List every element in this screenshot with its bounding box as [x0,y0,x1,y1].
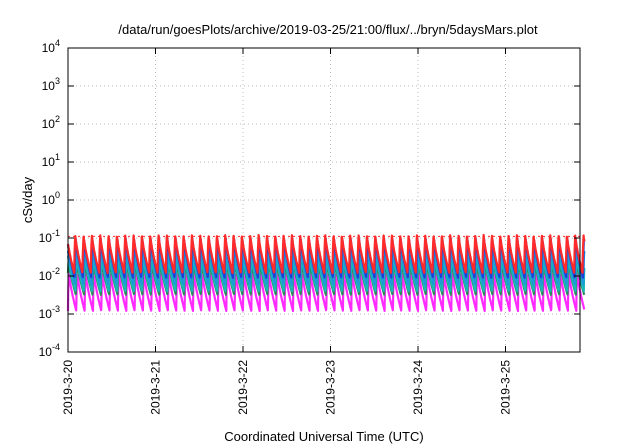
series-line [66,272,586,313]
y-tick-label: 10-1 [39,228,60,245]
y-tick-label: 104 [42,38,60,55]
x-tick-label: 2019-3-23 [324,360,338,415]
y-tick-label: 100 [42,190,60,207]
y-tick-label: 10-2 [39,266,60,283]
series-group [66,233,586,313]
x-tick-label: 2019-3-21 [149,360,163,415]
x-tick-label: 2019-3-25 [499,360,513,415]
y-tick-label: 102 [42,114,60,131]
y-axis: 10-4 10-3 10-2 10-1 100 101 102 103 104 [39,38,580,359]
y-axis-label: cSv/day [20,176,35,223]
y-tick-label: 10-4 [39,342,60,359]
x-tick-label: 2019-3-24 [411,360,425,415]
chart-title: /data/run/goesPlots/archive/2019-03-25/2… [118,22,538,37]
x-axis: 2019-3-20 2019-3-21 2019-3-22 2019-3-23 2019… [61,48,513,415]
x-tick-label: 2019-3-20 [61,360,75,415]
y-tick-label: 103 [42,76,60,93]
x-tick-label: 2019-3-22 [236,360,250,415]
y-tick-label: 101 [42,152,60,169]
series-line [66,233,586,275]
grid-lines [68,48,580,352]
y-tick-label: 10-3 [39,304,60,321]
x-axis-label: Coordinated Universal Time (UTC) [224,429,423,444]
